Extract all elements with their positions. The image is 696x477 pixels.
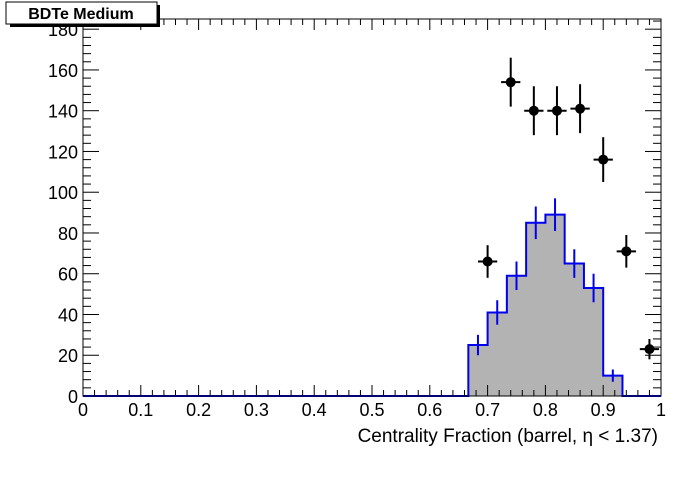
x-tick-label: 0.7 bbox=[475, 400, 500, 420]
title-box: BDTe Medium bbox=[5, 1, 160, 27]
x-tick-label: 0.6 bbox=[417, 400, 442, 420]
axis-layer: 0 0.1 0.2 0.3 0.4 0.5 0.6 0.7 0.8 0.9 1 0 20 40 60 80 10… bbox=[48, 19, 666, 420]
data-points-layer bbox=[477, 57, 660, 360]
data-point bbox=[598, 154, 609, 165]
x-tick-label: 0.5 bbox=[359, 400, 384, 420]
x-tick-label: 0.4 bbox=[302, 400, 327, 420]
data-point bbox=[621, 246, 632, 257]
data-point bbox=[551, 105, 562, 116]
y-tick-label: 60 bbox=[58, 265, 78, 285]
x-tick-label: 0.8 bbox=[533, 400, 558, 420]
data-point bbox=[505, 77, 516, 88]
x-tick-label: 1 bbox=[656, 400, 666, 420]
y-tick-label: 40 bbox=[58, 305, 78, 325]
x-tick-label: 0.9 bbox=[591, 400, 616, 420]
data-point bbox=[644, 344, 655, 355]
title-box-frame bbox=[5, 1, 158, 25]
data-point bbox=[528, 105, 539, 116]
data-point bbox=[575, 103, 586, 114]
y-tick-label: 120 bbox=[48, 142, 78, 162]
data-point bbox=[482, 256, 493, 267]
y-tick-label: 160 bbox=[48, 61, 78, 81]
y-tick-label: 140 bbox=[48, 102, 78, 122]
x-tick-label: 0.2 bbox=[186, 400, 211, 420]
x-tick-label: 0.1 bbox=[128, 400, 153, 420]
x-axis-label: Centrality Fraction (barrel, η < 1.37) bbox=[358, 426, 658, 447]
x-tick-label: 0 bbox=[78, 400, 88, 420]
histogram-fill bbox=[83, 214, 661, 396]
y-tick-label: 0 bbox=[68, 387, 78, 407]
x-tick-label: 0.3 bbox=[244, 400, 269, 420]
y-tick-label: 80 bbox=[58, 224, 78, 244]
chart-title: BDTe Medium bbox=[28, 6, 133, 23]
y-tick-label: 20 bbox=[58, 346, 78, 366]
y-tick-label: 100 bbox=[48, 183, 78, 203]
